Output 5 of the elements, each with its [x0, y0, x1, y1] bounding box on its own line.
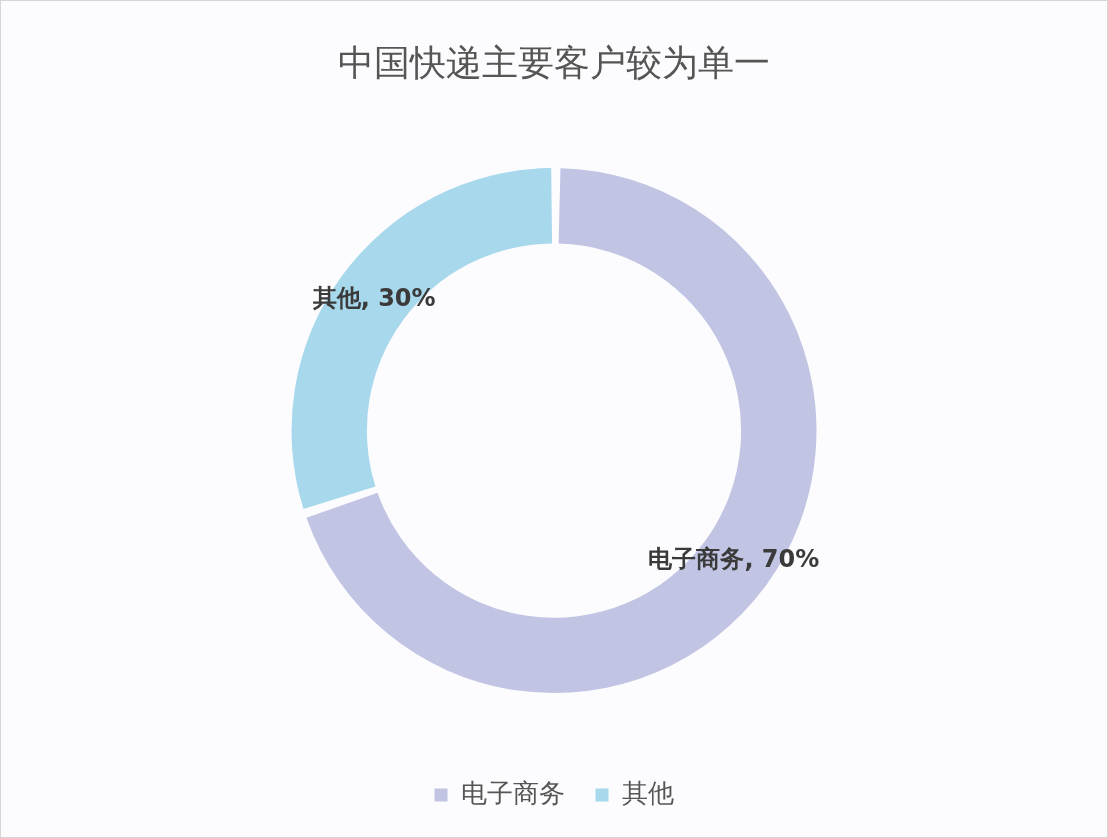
data-label: 其他, 30%	[311, 284, 436, 313]
legend-label: 其他	[621, 777, 674, 808]
chart-title: 中国快递主要客户较为单一	[338, 41, 770, 83]
legend-label: 电子商务	[460, 777, 565, 808]
data-label: 电子商务, 70%	[648, 545, 820, 574]
